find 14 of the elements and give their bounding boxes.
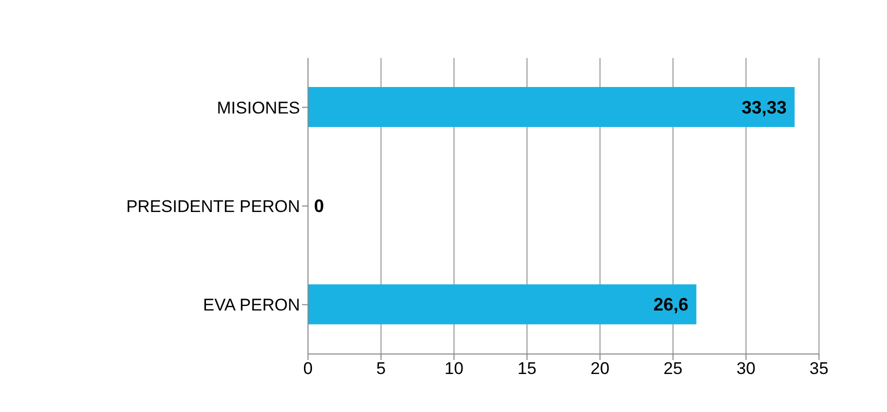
data-label: 33,33 [742,97,787,118]
x-tick-label: 10 [444,359,464,378]
y-tick-label: PRESIDENTE PERON [126,197,300,216]
x-tick-label: 20 [590,359,610,378]
x-tick-label: 35 [810,359,828,378]
x-tick-label: 0 [303,359,313,378]
x-tick-label: 30 [736,359,756,378]
x-tick-label: 15 [518,359,536,378]
y-tick-label: MISIONES [216,98,300,118]
y-tick-label: EVA PERON [203,296,300,315]
x-tick-label: 5 [376,359,386,378]
x-tick-label: 25 [664,359,682,378]
data-label: 0 [314,196,324,216]
data-label: 26,6 [653,294,688,315]
